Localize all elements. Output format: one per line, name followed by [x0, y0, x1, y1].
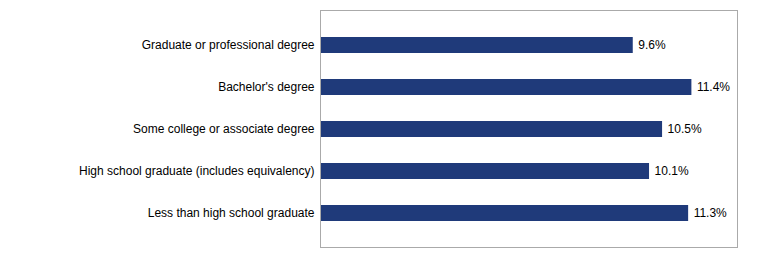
svg-text:Some college or associate degr: Some college or associate degree: [133, 122, 315, 136]
svg-text:10.5%: 10.5%: [668, 122, 702, 136]
svg-text:High school graduate (includes: High school graduate (includes equivalen…: [79, 164, 314, 178]
svg-text:10.1%: 10.1%: [655, 164, 689, 178]
svg-text:Bachelor's degree: Bachelor's degree: [218, 80, 315, 94]
svg-text:11.4%: 11.4%: [697, 80, 730, 94]
svg-text:Less than high school graduate: Less than high school graduate: [148, 206, 315, 220]
svg-text:11.3%: 11.3%: [694, 206, 727, 220]
svg-text:Graduate or professional degre: Graduate or professional degree: [142, 38, 315, 52]
svg-text:9.6%: 9.6%: [638, 38, 666, 52]
